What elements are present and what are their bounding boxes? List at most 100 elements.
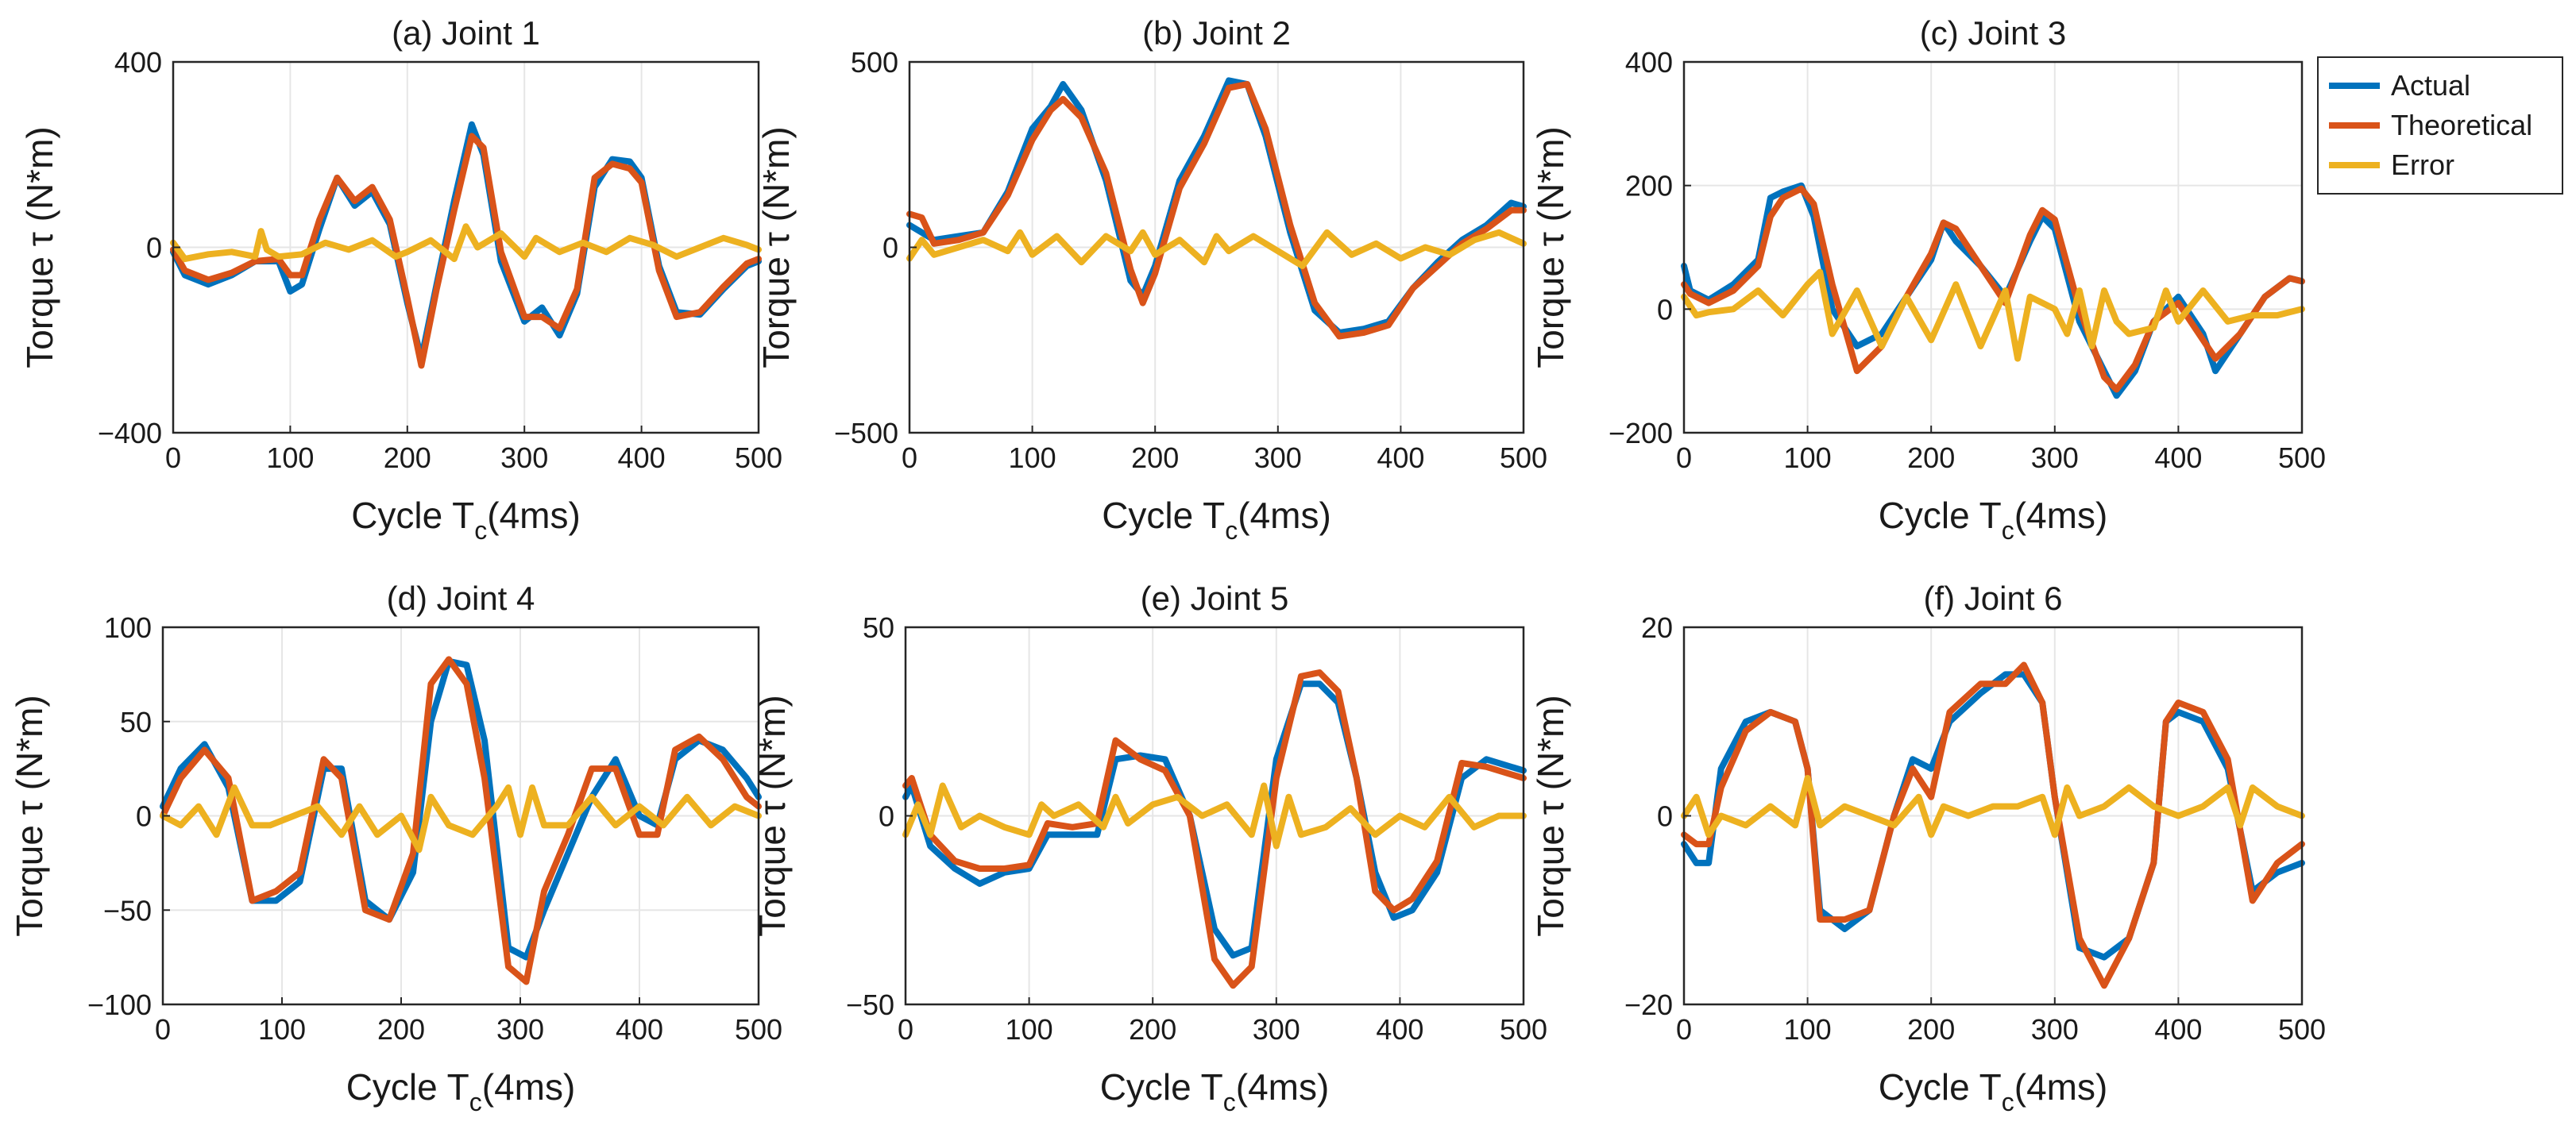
y-tick-label: −50 xyxy=(846,989,894,1021)
x-tick-label: 0 xyxy=(155,1013,171,1046)
x-tick-label: 100 xyxy=(266,441,314,474)
x-tick-label: 300 xyxy=(500,441,548,474)
series-line-theoretical xyxy=(170,133,762,369)
y-tick-label: 0 xyxy=(1657,800,1673,833)
x-tick-label: 0 xyxy=(898,1013,913,1046)
x-tick-label: 500 xyxy=(1500,1013,1547,1046)
series-line-actual xyxy=(902,680,1527,959)
series-line-error xyxy=(170,223,762,263)
legend-label-actual: Actual xyxy=(2391,69,2470,102)
panel-title: (f) Joint 6 xyxy=(1923,580,2062,617)
series-line-theoretical xyxy=(160,656,762,985)
x-tick-label: 100 xyxy=(1784,441,1832,474)
x-axis-title: Cycle Tc(4ms) xyxy=(1879,495,2108,545)
legend-label-error: Error xyxy=(2391,148,2454,181)
y-tick-label: −50 xyxy=(103,894,152,927)
x-tick-label: 500 xyxy=(2278,1013,2326,1046)
y-tick-label: 0 xyxy=(146,232,162,264)
x-tick-label: 100 xyxy=(258,1013,306,1046)
x-tick-label: 400 xyxy=(618,441,666,474)
y-axis-title: Torque τ (N*m) xyxy=(751,695,793,936)
x-tick-label: 500 xyxy=(735,1013,782,1046)
panel-title: (e) Joint 5 xyxy=(1141,580,1289,617)
x-tick-label: 300 xyxy=(1254,441,1302,474)
y-tick-label: 20 xyxy=(1641,611,1673,644)
y-tick-label: 400 xyxy=(114,46,162,79)
x-tick-label: 500 xyxy=(1500,441,1547,474)
plot-area xyxy=(1684,62,2302,433)
x-tick-label: 100 xyxy=(1784,1013,1832,1046)
x-tick-label: 400 xyxy=(2154,441,2202,474)
y-tick-label: −500 xyxy=(834,417,898,449)
x-axis-title: Cycle Tc(4ms) xyxy=(1100,1066,1330,1116)
panel-title: (b) Joint 2 xyxy=(1142,14,1291,52)
x-tick-label: 200 xyxy=(1131,441,1179,474)
y-tick-label: 50 xyxy=(120,706,152,738)
legend-label-theoretical: Theoretical xyxy=(2391,109,2532,141)
x-tick-label: 0 xyxy=(1676,441,1692,474)
panel-title: (d) Joint 4 xyxy=(387,580,535,617)
x-tick-label: 0 xyxy=(902,441,917,474)
panel-title: (c) Joint 3 xyxy=(1920,14,2066,52)
series-line-theoretical xyxy=(906,81,1527,340)
x-tick-label: 100 xyxy=(1006,1013,1053,1046)
x-tick-label: 100 xyxy=(1009,441,1056,474)
y-tick-label: 0 xyxy=(136,800,152,833)
y-tick-label: −100 xyxy=(87,989,152,1021)
chart-panel-4: 0 100 200 300 400 500 −100 −50 0 50 100 (d) Joint 4… xyxy=(9,580,782,1116)
x-tick-label: 300 xyxy=(496,1013,544,1046)
series-line-error xyxy=(906,229,1527,269)
y-tick-label: 0 xyxy=(1657,293,1673,326)
legend: Actual Theoretical Error xyxy=(2317,56,2563,195)
y-axis-title: Torque τ (N*m) xyxy=(19,126,60,368)
y-tick-label: −200 xyxy=(1609,417,1673,449)
x-tick-label: 300 xyxy=(1253,1013,1300,1046)
series-line-theoretical xyxy=(1681,661,2305,989)
y-tick-label: 50 xyxy=(863,611,894,644)
y-tick-label: 0 xyxy=(879,800,894,833)
series-line-theoretical xyxy=(902,669,1527,989)
x-tick-label: 200 xyxy=(1129,1013,1176,1046)
legend-box xyxy=(2317,56,2563,195)
x-tick-label: 300 xyxy=(2031,1013,2079,1046)
x-axis-title: Cycle Tc(4ms) xyxy=(1879,1066,2108,1116)
y-tick-label: 200 xyxy=(1625,170,1673,202)
x-tick-label: 500 xyxy=(735,441,782,474)
y-tick-label: 500 xyxy=(851,46,898,79)
y-axis-title: Torque τ (N*m) xyxy=(1530,695,1571,936)
x-tick-label: 0 xyxy=(165,441,181,474)
x-tick-label: 200 xyxy=(377,1013,425,1046)
y-tick-label: 100 xyxy=(104,611,152,644)
series-line-error xyxy=(1681,775,2305,838)
series-line-theoretical xyxy=(1681,185,2305,393)
x-tick-label: 200 xyxy=(1907,441,1955,474)
y-tick-label: 0 xyxy=(882,232,898,264)
series-line-error xyxy=(1681,268,2305,362)
series-line-error xyxy=(160,784,762,854)
x-tick-label: 500 xyxy=(2278,441,2326,474)
panel-title: (a) Joint 1 xyxy=(392,14,540,52)
plot-frame xyxy=(1682,60,2304,434)
x-tick-label: 200 xyxy=(1907,1013,1955,1046)
x-tick-label: 0 xyxy=(1676,1013,1692,1046)
x-axis-title: Cycle Tc(4ms) xyxy=(346,1066,576,1116)
x-tick-label: 400 xyxy=(1377,441,1424,474)
y-tick-label: −20 xyxy=(1624,989,1673,1021)
x-axis-title: Cycle Tc(4ms) xyxy=(1102,495,1331,545)
x-tick-label: 300 xyxy=(2031,441,2079,474)
x-tick-label: 400 xyxy=(2154,1013,2202,1046)
y-tick-label: 400 xyxy=(1625,46,1673,79)
y-axis-title: Torque τ (N*m) xyxy=(9,695,50,936)
x-tick-label: 400 xyxy=(1376,1013,1423,1046)
y-axis-title: Torque τ (N*m) xyxy=(755,126,797,368)
series-line-error xyxy=(902,782,1527,850)
x-axis-title: Cycle Tc(4ms) xyxy=(351,495,581,545)
y-tick-label: −400 xyxy=(98,417,162,449)
